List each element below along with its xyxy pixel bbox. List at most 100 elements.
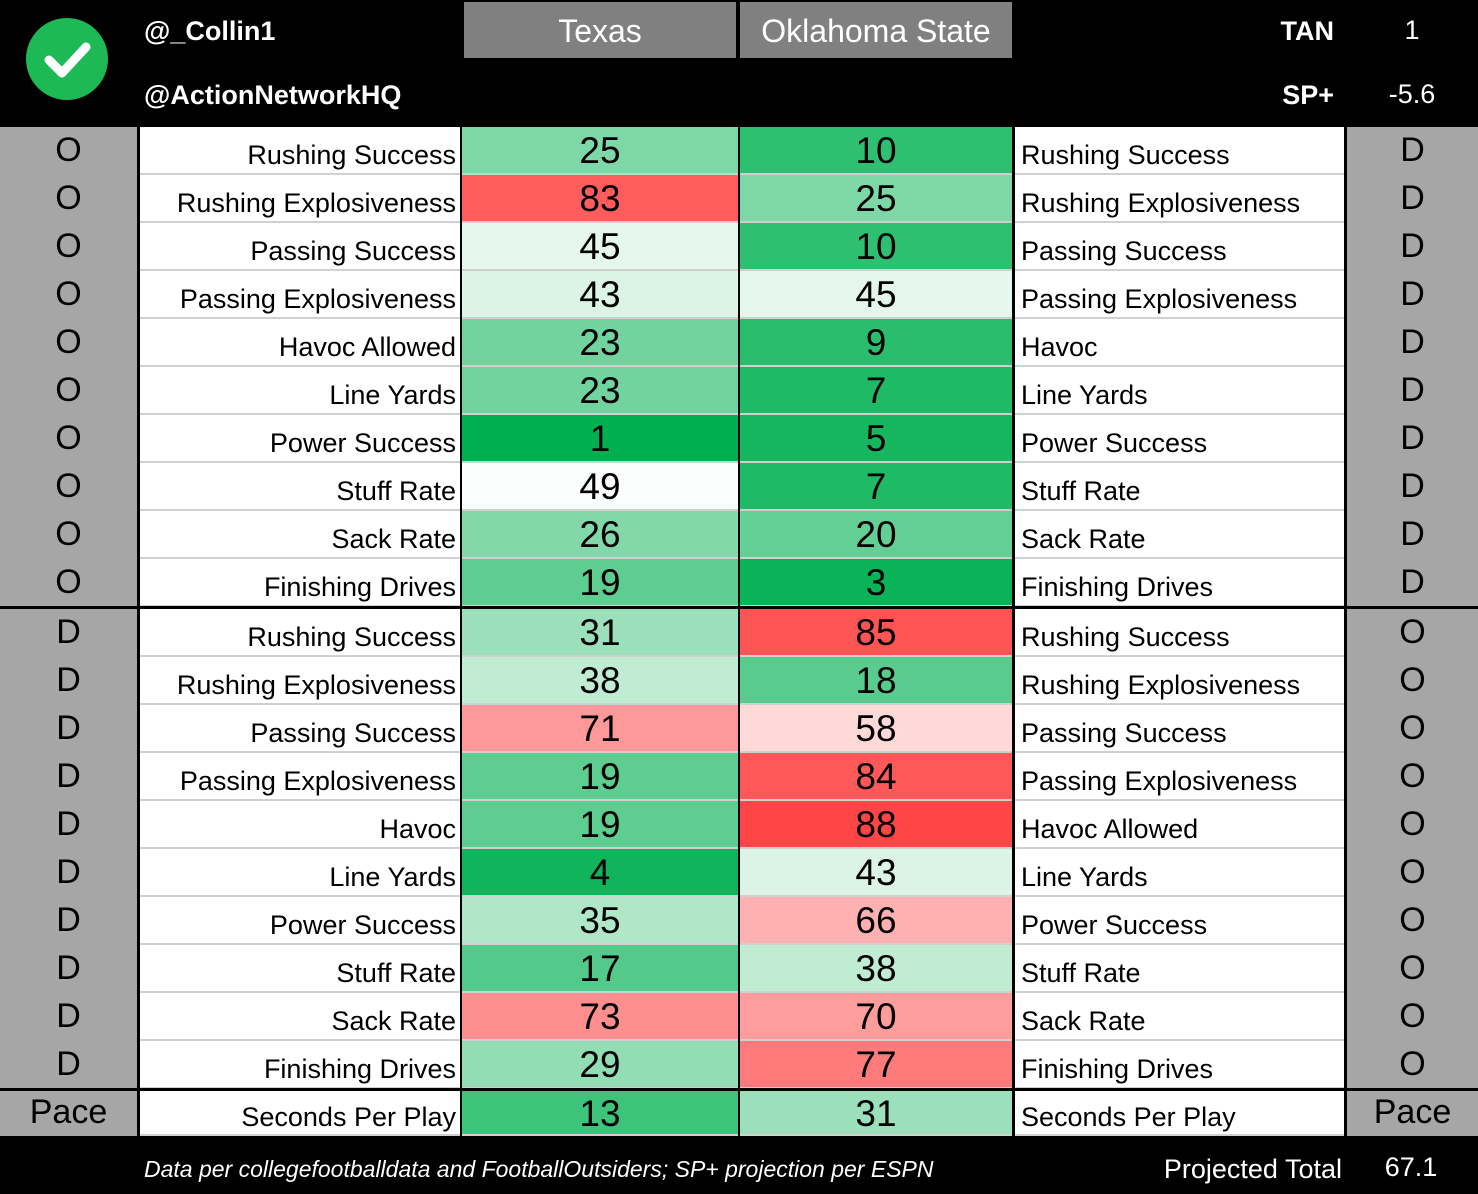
left-side-marker: O bbox=[0, 559, 137, 607]
tan-value: 1 bbox=[1404, 15, 1420, 45]
sp-plus-label: SP+ bbox=[1282, 80, 1334, 110]
right-side-marker: O bbox=[1347, 609, 1478, 657]
data-source-note: Data per collegefootballdata and Footbal… bbox=[144, 1156, 934, 1182]
right-stat-value: 9 bbox=[740, 319, 1012, 367]
right-side-marker: O bbox=[1347, 801, 1478, 849]
right-stat-value: 20 bbox=[740, 511, 1012, 559]
projected-total-value: 67.1 bbox=[1384, 1152, 1438, 1182]
right-stat-value: 70 bbox=[740, 993, 1012, 1041]
right-stat-label: Power Success bbox=[1015, 415, 1344, 463]
left-side-marker: D bbox=[0, 753, 137, 801]
left-stat-value: 25 bbox=[462, 127, 738, 175]
left-stat-value: 13 bbox=[462, 1091, 738, 1136]
left-side-marker: O bbox=[0, 415, 137, 463]
right-stat-value: 84 bbox=[740, 753, 1012, 801]
left-side-marker: D bbox=[0, 1041, 137, 1089]
right-stat-value: 7 bbox=[740, 367, 1012, 415]
left-stat-label: Passing Success bbox=[140, 223, 460, 271]
right-stat-value: 66 bbox=[740, 897, 1012, 945]
right-stat-label: Line Yards bbox=[1015, 849, 1344, 897]
right-stat-label: Finishing Drives bbox=[1015, 559, 1344, 607]
left-stat-label: Havoc bbox=[140, 801, 460, 849]
right-side-marker: D bbox=[1347, 415, 1478, 463]
projected-total-label: Projected Total bbox=[1163, 1154, 1342, 1184]
left-stat-value: 83 bbox=[462, 175, 738, 223]
left-stat-label: Rushing Explosiveness bbox=[140, 657, 460, 705]
right-stat-value: 18 bbox=[740, 657, 1012, 705]
left-stat-label: Power Success bbox=[140, 897, 460, 945]
tan-label: TAN bbox=[1280, 16, 1335, 46]
team-left-header: Texas bbox=[464, 2, 736, 58]
right-side-marker: Pace bbox=[1347, 1091, 1478, 1136]
left-side-marker: O bbox=[0, 127, 137, 175]
right-side-marker: D bbox=[1347, 559, 1478, 607]
left-stat-label: Havoc Allowed bbox=[140, 319, 460, 367]
left-stat-label: Passing Success bbox=[140, 705, 460, 753]
left-stat-label: Rushing Success bbox=[140, 127, 460, 175]
right-side-marker: O bbox=[1347, 993, 1478, 1041]
right-stat-value: 3 bbox=[740, 559, 1012, 607]
left-stat-value: 43 bbox=[462, 271, 738, 319]
right-stat-value: 58 bbox=[740, 705, 1012, 753]
left-side-marker: Pace bbox=[0, 1091, 137, 1136]
left-stat-label: Passing Explosiveness bbox=[140, 271, 460, 319]
right-stat-label: Havoc bbox=[1015, 319, 1344, 367]
right-side-marker: O bbox=[1347, 705, 1478, 753]
left-stat-label: Seconds Per Play bbox=[140, 1091, 460, 1136]
right-stat-label: Havoc Allowed bbox=[1015, 801, 1344, 849]
left-stat-value: 19 bbox=[462, 753, 738, 801]
left-side-marker: D bbox=[0, 897, 137, 945]
left-stat-label: Stuff Rate bbox=[140, 945, 460, 993]
left-stat-value: 45 bbox=[462, 223, 738, 271]
left-side-marker: D bbox=[0, 849, 137, 897]
left-stat-label: Sack Rate bbox=[140, 511, 460, 559]
right-stat-label: Rushing Success bbox=[1015, 609, 1344, 657]
left-side-marker: O bbox=[0, 511, 137, 559]
left-stat-label: Rushing Explosiveness bbox=[140, 175, 460, 223]
right-stat-label: Seconds Per Play bbox=[1015, 1091, 1344, 1136]
left-stat-label: Line Yards bbox=[140, 367, 460, 415]
right-stat-value: 88 bbox=[740, 801, 1012, 849]
left-stat-value: 19 bbox=[462, 801, 738, 849]
left-stat-label: Finishing Drives bbox=[140, 1041, 460, 1089]
right-stat-value: 5 bbox=[740, 415, 1012, 463]
right-side-marker: O bbox=[1347, 753, 1478, 801]
right-side-marker: D bbox=[1347, 319, 1478, 367]
right-side-marker: D bbox=[1347, 127, 1478, 175]
right-stat-label: Passing Success bbox=[1015, 705, 1344, 753]
left-stat-value: 35 bbox=[462, 897, 738, 945]
left-stat-value: 38 bbox=[462, 657, 738, 705]
left-side-marker: O bbox=[0, 319, 137, 367]
left-stat-label: Finishing Drives bbox=[140, 559, 460, 607]
left-stat-label: Sack Rate bbox=[140, 993, 460, 1041]
right-stat-label: Passing Explosiveness bbox=[1015, 271, 1344, 319]
left-stat-value: 49 bbox=[462, 463, 738, 511]
left-side-marker: D bbox=[0, 801, 137, 849]
left-side-marker: O bbox=[0, 175, 137, 223]
checkmark-icon bbox=[44, 42, 91, 78]
right-stat-label: Finishing Drives bbox=[1015, 1041, 1344, 1089]
right-stat-value: 10 bbox=[740, 223, 1012, 271]
left-side-marker: D bbox=[0, 609, 137, 657]
left-stat-label: Rushing Success bbox=[140, 609, 460, 657]
left-stat-value: 23 bbox=[462, 367, 738, 415]
author-handle: @_Collin1 bbox=[144, 16, 276, 46]
sp-plus-value: -5.6 bbox=[1388, 79, 1436, 109]
right-stat-value: 85 bbox=[740, 609, 1012, 657]
right-stat-label: Power Success bbox=[1015, 897, 1344, 945]
verified-badge bbox=[26, 18, 108, 100]
right-stat-label: Stuff Rate bbox=[1015, 945, 1344, 993]
right-side-marker: D bbox=[1347, 463, 1478, 511]
left-side-marker: D bbox=[0, 705, 137, 753]
left-stat-value: 26 bbox=[462, 511, 738, 559]
right-stat-value: 10 bbox=[740, 127, 1012, 175]
left-stat-value: 31 bbox=[462, 609, 738, 657]
right-stat-label: Sack Rate bbox=[1015, 993, 1344, 1041]
right-side-marker: D bbox=[1347, 175, 1478, 223]
left-side-marker: O bbox=[0, 367, 137, 415]
right-stat-label: Rushing Success bbox=[1015, 127, 1344, 175]
left-stat-label: Stuff Rate bbox=[140, 463, 460, 511]
right-stat-value: 45 bbox=[740, 271, 1012, 319]
section-divider bbox=[0, 1088, 1478, 1091]
